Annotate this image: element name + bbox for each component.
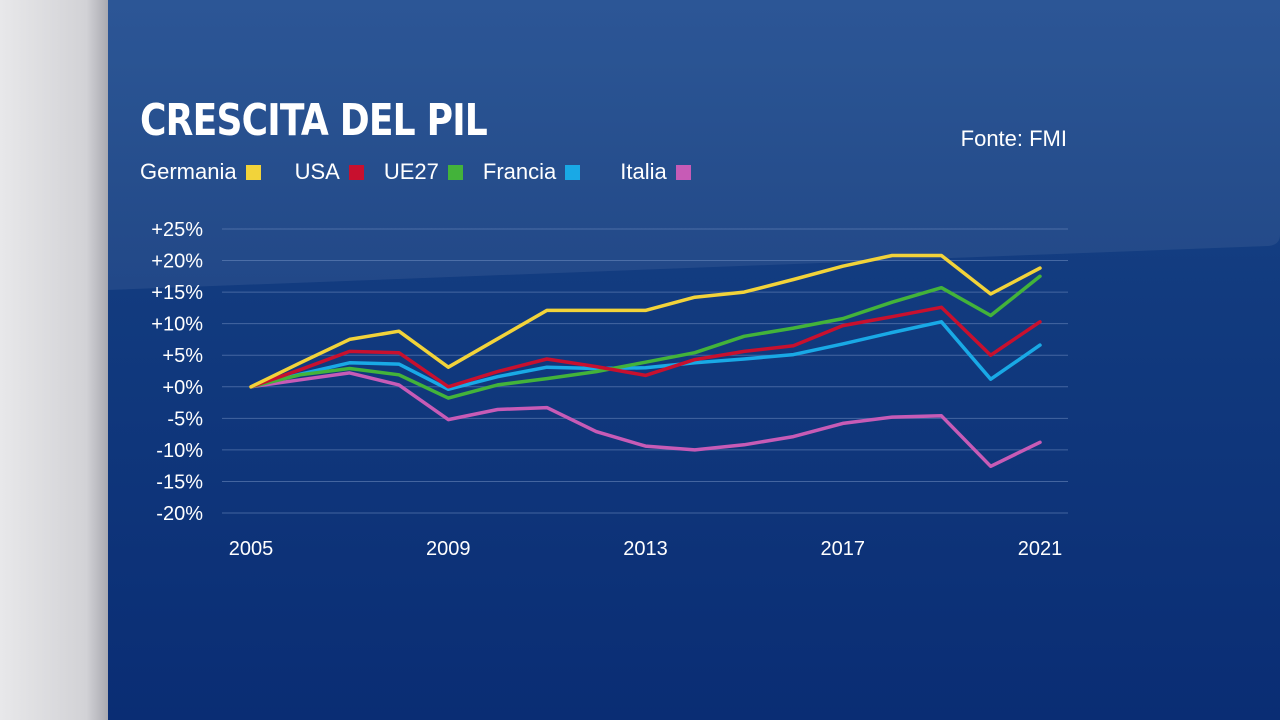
x-tick-label: 2013 (623, 538, 668, 560)
background-sheen (108, 0, 1280, 290)
legend-swatch-francia (565, 164, 581, 180)
legend-label-ue27: UE27 (383, 159, 439, 184)
legend-item-usa: USA (295, 159, 364, 185)
legend-item-italia: Italia (620, 159, 691, 185)
y-axis-ticks: +25% +20% +15% +10% +5% +0% -5% -10% -15% -20% (151, 219, 203, 525)
legend-swatch-ue27 (447, 164, 463, 180)
legend-label-italia: Italia (620, 159, 667, 184)
legend-item-germania: Germania (140, 159, 261, 185)
chart-title: CRESCITA DEL PIL (140, 95, 488, 146)
legend-swatch-italia (675, 164, 691, 180)
series-line-italia (249, 371, 1042, 469)
y-tick-label: -5% (167, 408, 203, 430)
series-line-ue27 (249, 274, 1042, 400)
series-line-germania (249, 253, 1042, 389)
x-tick-label: 2017 (821, 538, 866, 560)
x-axis-ticks: 2005 2009 2013 2017 2021 (229, 538, 1063, 560)
y-tick-label: +0% (162, 377, 203, 399)
x-tick-label: 2005 (229, 538, 274, 560)
source-label: Fonte: FMI (960, 126, 1067, 151)
legend-label-germania: Germania (140, 159, 237, 184)
y-tick-label: -20% (156, 503, 203, 525)
legend-swatch-usa (348, 164, 364, 180)
y-tick-label: -10% (156, 440, 203, 462)
y-tick-label: +10% (151, 314, 203, 336)
y-tick-label: +25% (151, 219, 203, 241)
y-tick-label: -15% (156, 471, 203, 493)
legend-label-francia: Francia (482, 159, 557, 184)
x-tick-label: 2009 (426, 538, 471, 560)
series-line-francia (249, 320, 1042, 392)
y-tick-label: +15% (151, 282, 203, 304)
legend-swatch-germania (245, 164, 261, 180)
y-tick-label: +20% (151, 251, 203, 273)
grid (222, 228, 1068, 514)
legend-item-francia: Francia (482, 159, 581, 185)
y-tick-label: +5% (162, 345, 203, 367)
series-line-usa (249, 305, 1042, 389)
legend: Germania USA UE27 Francia Italia (140, 159, 711, 185)
legend-item-ue27: UE27 (384, 159, 463, 185)
legend-label-usa: USA (294, 159, 340, 184)
left-side-bar (0, 0, 108, 720)
x-tick-label: 2021 (1018, 538, 1063, 560)
series-lines (249, 253, 1042, 469)
